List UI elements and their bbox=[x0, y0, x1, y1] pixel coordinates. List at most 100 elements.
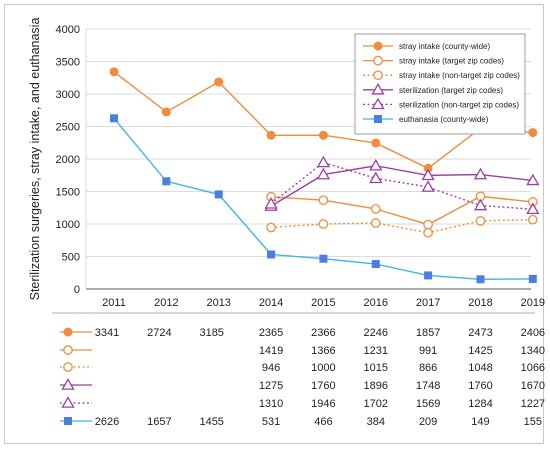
data-point bbox=[214, 190, 223, 199]
table-cell: 1760 bbox=[468, 380, 492, 392]
data-point bbox=[526, 173, 540, 186]
legend-marker bbox=[373, 70, 383, 81]
table-cell: 1702 bbox=[364, 398, 388, 410]
table-cell: 1366 bbox=[311, 345, 335, 357]
table-cell: 1284 bbox=[468, 398, 492, 410]
series-4 bbox=[264, 155, 540, 215]
table-cell: 2365 bbox=[259, 327, 283, 339]
table-cell: 2246 bbox=[364, 327, 388, 339]
legend-marker bbox=[371, 82, 385, 95]
table-cell: 1048 bbox=[468, 362, 492, 374]
table-cell: 1419 bbox=[259, 345, 283, 357]
table-cell: 1670 bbox=[521, 380, 545, 392]
table-cell: 1231 bbox=[364, 345, 388, 357]
data-point bbox=[266, 222, 276, 233]
table-row-key-marker bbox=[63, 327, 73, 337]
table-cell: 1275 bbox=[259, 380, 283, 392]
y-tick-label: 1000 bbox=[56, 219, 80, 231]
table-cell: 2626 bbox=[95, 416, 119, 428]
y-tick-label: 3500 bbox=[56, 57, 80, 69]
table-cell: 1425 bbox=[468, 345, 492, 357]
table-row-key-marker bbox=[63, 345, 73, 355]
legend-marker bbox=[373, 55, 383, 66]
series-0 bbox=[109, 67, 538, 173]
table-cell: 2724 bbox=[147, 327, 171, 339]
data-point bbox=[527, 214, 538, 225]
data-point bbox=[423, 219, 433, 230]
legend-marker bbox=[373, 41, 383, 51]
data-point bbox=[475, 216, 486, 226]
data-point bbox=[370, 218, 381, 228]
legend-label: stray intake (non-target zip codes) bbox=[399, 71, 520, 80]
table-cell: 3341 bbox=[95, 327, 119, 339]
series-line bbox=[271, 219, 533, 234]
table-row-key-marker bbox=[63, 362, 73, 372]
data-point bbox=[264, 197, 278, 209]
data-point bbox=[318, 195, 329, 206]
data-point bbox=[371, 260, 380, 269]
data-table: 3341 2724 3185 2365 2366 2246 1857 2473 2406 1419… bbox=[52, 312, 545, 428]
series-line bbox=[270, 161, 533, 210]
y-tick-label: 4000 bbox=[56, 24, 80, 36]
x-tick-label: 2018 bbox=[468, 297, 492, 309]
table-cell: 946 bbox=[262, 362, 280, 374]
x-tick-label: 2017 bbox=[416, 297, 440, 309]
x-tick-label: 2015 bbox=[311, 297, 335, 309]
data-point bbox=[369, 158, 383, 171]
series-5 bbox=[110, 114, 537, 284]
table-cell: 3185 bbox=[199, 327, 223, 339]
y-tick-label: 2500 bbox=[56, 122, 80, 134]
data-point bbox=[318, 219, 329, 229]
series-line bbox=[271, 195, 533, 226]
table-cell: 1000 bbox=[311, 362, 335, 374]
data-point bbox=[110, 114, 118, 123]
table-cell: 1340 bbox=[521, 345, 545, 357]
table-cell: 1748 bbox=[416, 380, 440, 392]
data-point bbox=[161, 107, 171, 117]
data-point bbox=[421, 168, 435, 181]
legend-marker bbox=[374, 115, 382, 123]
data-point bbox=[267, 250, 276, 259]
table-cell: 1896 bbox=[364, 380, 388, 392]
table-cell: 1066 bbox=[521, 362, 545, 374]
table-row-key-marker bbox=[64, 417, 72, 425]
y-tick-label: 0 bbox=[74, 284, 80, 296]
table-cell: 2473 bbox=[468, 327, 492, 339]
legend-label: stray intake (county-wide) bbox=[399, 42, 490, 51]
y-axis-label: Sterilization surgeries, stray intake, a… bbox=[28, 18, 42, 301]
series-line bbox=[270, 165, 533, 207]
y-tick-label: 1500 bbox=[56, 187, 80, 199]
data-point bbox=[424, 271, 433, 280]
y-tick-label: 500 bbox=[62, 252, 80, 264]
data-point bbox=[473, 198, 488, 211]
data-point bbox=[316, 155, 331, 168]
data-point bbox=[423, 227, 433, 238]
table-cell: 384 bbox=[367, 416, 385, 428]
table-row-key-marker bbox=[61, 396, 75, 408]
table-cell: 149 bbox=[471, 416, 489, 428]
series-3 bbox=[264, 158, 540, 211]
data-point bbox=[421, 180, 435, 192]
table-cell: 1569 bbox=[416, 398, 440, 410]
data-point bbox=[528, 128, 538, 138]
legend-label: stray intake (target zip codes) bbox=[399, 57, 504, 66]
table-cell: 1310 bbox=[259, 398, 283, 410]
legend-label: sterilization (non-target zip codes) bbox=[399, 100, 519, 109]
y-tick-label: 2000 bbox=[56, 154, 80, 166]
table-cell: 531 bbox=[262, 416, 280, 428]
table-cell: 1760 bbox=[311, 380, 335, 392]
table-cell: 1015 bbox=[364, 362, 388, 374]
data-point bbox=[526, 202, 540, 215]
table-cell: 1946 bbox=[311, 398, 335, 410]
table-cell: 2366 bbox=[311, 327, 335, 339]
legend-marker bbox=[371, 97, 385, 110]
x-tick-label: 2014 bbox=[259, 297, 283, 309]
x-tick-label: 2012 bbox=[154, 297, 178, 309]
table-cell: 866 bbox=[419, 362, 437, 374]
series-2 bbox=[266, 214, 538, 238]
series-layer bbox=[109, 67, 540, 284]
data-point bbox=[369, 171, 383, 184]
axis-layer: 0 500 1000 1500 2000 2500 3000 3500 4000 2011 2012… bbox=[56, 24, 546, 309]
table-row-key-marker bbox=[61, 378, 75, 390]
